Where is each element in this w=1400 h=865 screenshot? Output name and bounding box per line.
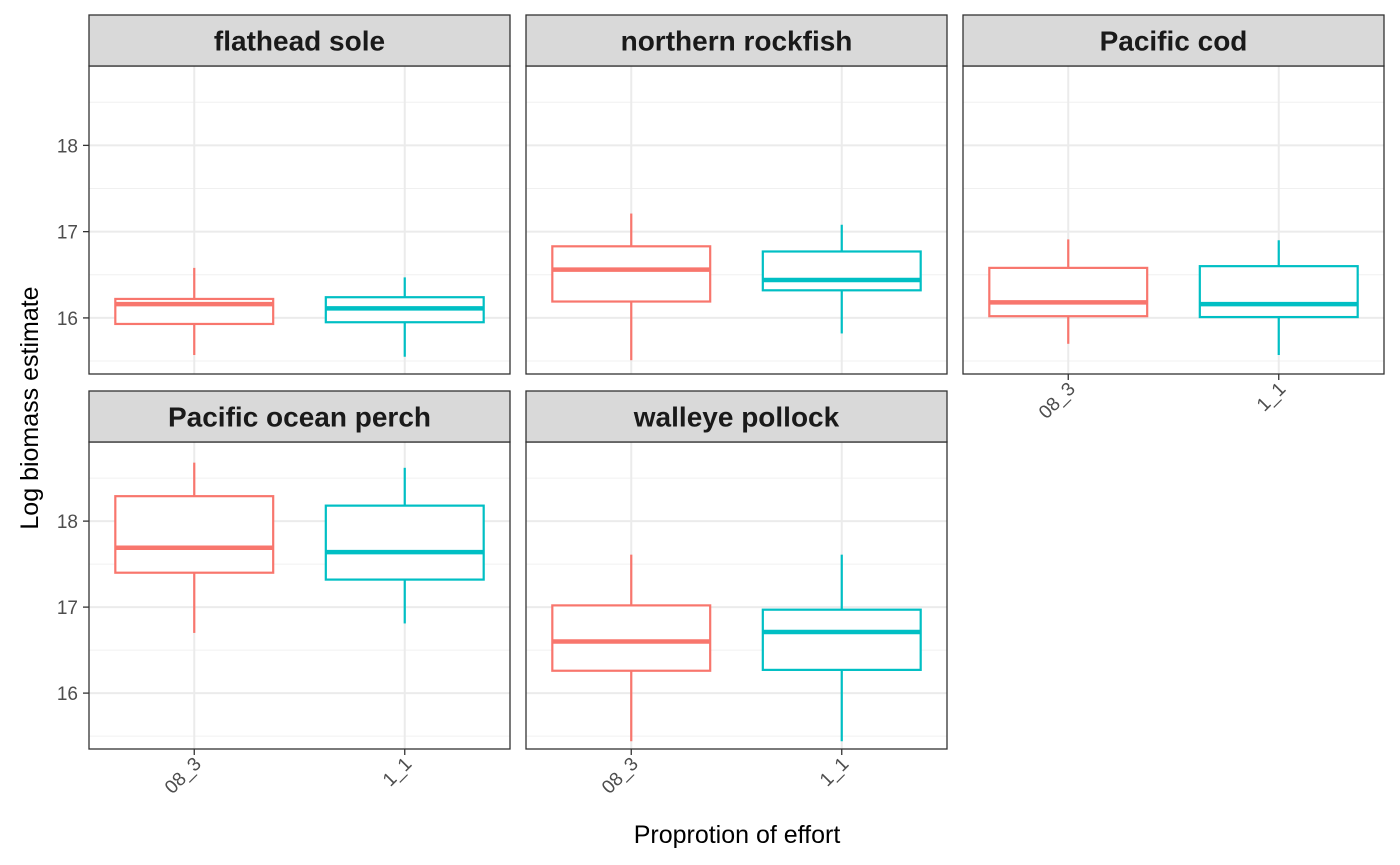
boxplot-08_3 bbox=[551, 213, 712, 361]
boxplot-08_3 bbox=[114, 462, 275, 633]
facet-title: northern rockfish bbox=[621, 26, 853, 57]
panel-background bbox=[526, 66, 947, 374]
facet-panel: walleye pollock 08_3 1_1 bbox=[525, 390, 948, 799]
boxplot-1_1 bbox=[324, 277, 485, 357]
panel-background bbox=[526, 442, 947, 749]
x-tick-label: 08_3 bbox=[161, 754, 206, 799]
facet-strip bbox=[88, 14, 511, 67]
box-iqr bbox=[324, 504, 485, 581]
box-iqr bbox=[761, 250, 922, 292]
y-tick-label: 16 bbox=[57, 309, 78, 330]
facet-panel: flathead sole 16 17 18 bbox=[57, 14, 511, 375]
x-tick-label: 08_3 bbox=[1035, 379, 1080, 424]
panel-background bbox=[89, 442, 510, 749]
boxplot-08_3 bbox=[114, 267, 275, 356]
facet-strip bbox=[525, 390, 948, 443]
y-axis-title: Log biomass estimate bbox=[16, 286, 44, 529]
facet-title: flathead sole bbox=[214, 26, 385, 57]
box-iqr bbox=[988, 266, 1149, 318]
facet-panel: Pacific cod 08_3 1_1 bbox=[962, 14, 1385, 424]
box-iqr bbox=[551, 604, 712, 672]
facet-strip bbox=[88, 390, 511, 443]
facet-title: Pacific ocean perch bbox=[168, 402, 431, 433]
facet-panel: northern rockfish bbox=[525, 14, 948, 375]
y-tick-label: 17 bbox=[57, 598, 78, 619]
boxplot-1_1 bbox=[1198, 240, 1359, 356]
boxplot-1_1 bbox=[761, 224, 922, 334]
x-tick-label: 1_1 bbox=[379, 754, 416, 791]
facet-strip bbox=[962, 14, 1385, 67]
panel-background bbox=[963, 66, 1384, 374]
x-tick-label: 1_1 bbox=[1253, 379, 1290, 416]
facet-title: Pacific cod bbox=[1100, 26, 1248, 57]
boxplot-1_1 bbox=[761, 554, 922, 742]
panel-background bbox=[89, 66, 510, 374]
x-tick-label: 08_3 bbox=[598, 754, 643, 799]
boxplot-1_1 bbox=[324, 467, 485, 624]
boxplot-08_3 bbox=[551, 554, 712, 742]
x-axis-title: Proprotion of effort bbox=[634, 821, 841, 849]
y-tick-label: 16 bbox=[57, 684, 78, 705]
y-tick-label: 18 bbox=[57, 136, 78, 157]
y-tick-label: 18 bbox=[57, 512, 78, 533]
facet-strip bbox=[525, 14, 948, 67]
box-iqr bbox=[761, 608, 922, 671]
x-tick-label: 1_1 bbox=[816, 754, 853, 791]
facet-title: walleye pollock bbox=[633, 402, 840, 433]
box-iqr bbox=[1198, 265, 1359, 319]
y-tick-label: 17 bbox=[57, 223, 78, 244]
box-iqr bbox=[551, 245, 712, 303]
boxplot-08_3 bbox=[988, 239, 1149, 344]
facet-panel: Pacific ocean perch 16 17 18 08_3 1_1 bbox=[57, 390, 511, 799]
box-iqr bbox=[114, 495, 275, 574]
